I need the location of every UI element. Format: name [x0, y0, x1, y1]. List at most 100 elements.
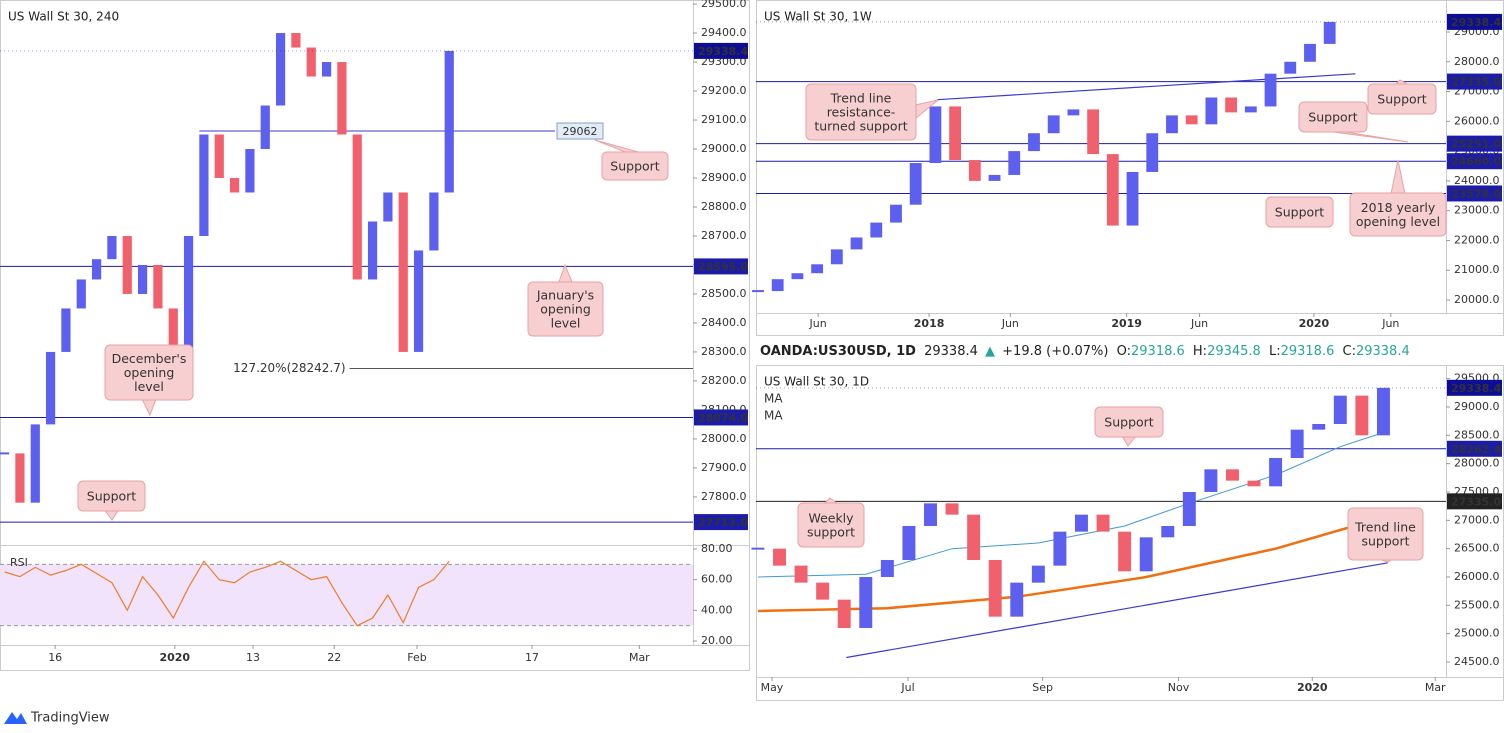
price-label-box [1447, 440, 1502, 457]
callout-pointer [141, 398, 157, 417]
x-tick-label: May [761, 681, 784, 694]
candle [1290, 429, 1304, 458]
price-label: 29338.4 [1451, 16, 1501, 29]
candle [45, 351, 56, 425]
candle [0, 452, 10, 455]
candle [1118, 531, 1132, 572]
candle [444, 50, 454, 193]
annotation-text: Support [1377, 92, 1427, 107]
candle [988, 559, 1002, 617]
last-price: 29338.4 [924, 344, 978, 359]
candle [830, 249, 843, 265]
candle [752, 290, 764, 293]
chart-panel: US Wall St 30, 24029500.029400.029300.02… [0, 0, 750, 664]
chart-panel: US Wall St 30, 1D 29500.029000.028500.028… [751, 365, 1504, 694]
candle [1146, 133, 1159, 172]
candle [870, 222, 883, 238]
candle [1264, 73, 1277, 107]
callout-box [601, 151, 669, 181]
price-label: 27335.0 [1451, 495, 1501, 508]
price-label-box [1447, 135, 1502, 152]
candle [909, 163, 922, 205]
rsi-band [0, 564, 693, 626]
callout-box [1367, 83, 1437, 115]
annotation-text: Support [1308, 110, 1358, 125]
chart-title: US Wall St 30, 240 [8, 10, 119, 24]
symbol: OANDA:US30USD, 1D [760, 344, 916, 359]
x-tick-label: Mar [1425, 681, 1446, 694]
candle [1087, 109, 1100, 155]
annotation-text: January's [536, 288, 594, 303]
candle [1031, 565, 1045, 583]
trend-line [846, 562, 1388, 659]
candle [859, 576, 873, 628]
x-tick-label: Jun [1381, 317, 1399, 330]
candle [61, 308, 71, 352]
annotation-text: Support [1275, 205, 1325, 220]
price-label: 25251.0 [1451, 138, 1501, 151]
candle [1126, 171, 1139, 226]
candle [1139, 537, 1153, 572]
candle [967, 514, 981, 560]
candle [1244, 106, 1257, 113]
candle [1010, 582, 1024, 617]
annotation-text: Support [610, 159, 660, 174]
price-label-box [1447, 153, 1502, 170]
candle [751, 547, 765, 550]
legend-entry: MA [764, 392, 783, 406]
x-tick-label: 2020 [159, 651, 190, 664]
annotation-text: turned support [814, 119, 907, 134]
candle [91, 259, 102, 280]
callout-pointer [1390, 159, 1406, 195]
candle [1333, 395, 1347, 424]
x-tick-label: Jul [900, 681, 914, 694]
candle [1067, 109, 1080, 116]
candle [945, 503, 959, 515]
candle [1047, 115, 1060, 134]
candle [168, 308, 178, 352]
price-label: 23578.0 [1451, 187, 1501, 200]
candle [837, 599, 851, 628]
price-label: 29338.4 [698, 45, 748, 58]
price-label-box [1447, 493, 1502, 510]
candle [1312, 423, 1326, 430]
candle [1008, 151, 1021, 175]
chart-panel: US Wall St 30, 1W29000.028000.027000.026… [752, 0, 1504, 330]
y-tick-label: 28800.0 [701, 200, 747, 213]
candle [1182, 491, 1196, 526]
rsi-label: RSI [10, 556, 28, 569]
candle [229, 177, 240, 193]
y-tick-label: 29100.0 [701, 113, 747, 126]
price-label-box [694, 409, 748, 426]
candle [1166, 115, 1178, 134]
price-label: 29338.4 [1451, 382, 1501, 395]
segment-label-box [556, 122, 604, 140]
candle [1284, 61, 1297, 74]
y-tick-label: 28000.0 [701, 432, 747, 445]
y-tick-label: 21000.0 [1454, 263, 1500, 276]
x-tick-label: 13 [246, 651, 260, 664]
annotation-text: Weekly [808, 511, 854, 526]
annotation-text: Trend line [830, 91, 892, 106]
y-tick-label: 80.00 [701, 542, 733, 555]
panel-frame [756, 0, 1504, 336]
annotation-text: level [134, 379, 164, 394]
brand-logo[interactable]: TradingView [4, 711, 110, 726]
brand: TradingView [30, 711, 110, 726]
callout-box [1347, 507, 1424, 561]
y-tick-label: 24500.0 [1454, 655, 1500, 668]
callout-box [104, 344, 194, 401]
callout-box [1265, 196, 1334, 228]
candle [1205, 97, 1218, 125]
candle [816, 582, 830, 600]
candle [413, 250, 424, 352]
candle [902, 525, 916, 560]
x-tick-label: 2018 [914, 317, 945, 330]
candle [291, 33, 301, 48]
y-tick-label: 20.00 [701, 634, 733, 647]
candle [1075, 514, 1088, 532]
y-tick-label: 28500.0 [701, 287, 747, 300]
x-tick-label: 16 [48, 651, 62, 664]
field-label: L: [1269, 344, 1281, 359]
price-label: 27713.0 [698, 516, 748, 529]
